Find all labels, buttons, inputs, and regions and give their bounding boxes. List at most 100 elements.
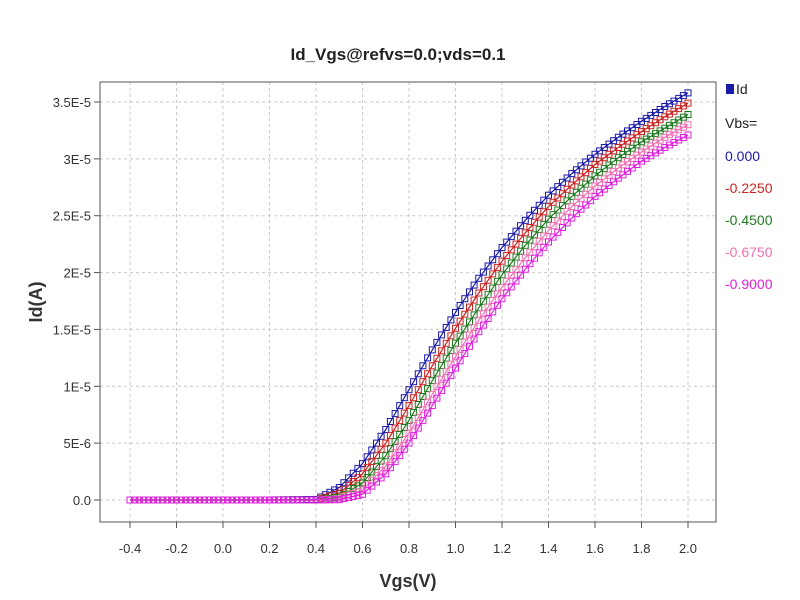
- data-point: [191, 496, 199, 504]
- data-point: [438, 387, 446, 395]
- data-point: [368, 482, 376, 490]
- data-point: [512, 227, 520, 235]
- data-point: [345, 494, 353, 501]
- x-axis-label: Vgs(V): [379, 571, 436, 591]
- data-point: [521, 229, 529, 237]
- data-point: [684, 131, 692, 139]
- data-point: [479, 321, 487, 329]
- x-tick-label: 2.0: [679, 541, 697, 556]
- data-point: [196, 496, 204, 504]
- data-point: [280, 496, 287, 504]
- data-point: [545, 191, 552, 199]
- data-point: [182, 496, 190, 504]
- data-point: [289, 496, 297, 504]
- legend-group-title: Vbs=: [725, 115, 757, 131]
- legend-entries: 0.000 -0.2250 -0.4500 -0.6750 -0.9000: [725, 148, 773, 292]
- data-point: [600, 165, 608, 173]
- data-point: [559, 212, 566, 220]
- data-point: [531, 231, 538, 239]
- data-point: [484, 315, 492, 322]
- data-point: [568, 192, 576, 200]
- data-point: [173, 496, 180, 504]
- data-point: [521, 216, 529, 224]
- data-point: [419, 417, 427, 425]
- data-point: [210, 496, 218, 504]
- data-point: [433, 369, 441, 377]
- data-point: [373, 451, 380, 459]
- data-point: [359, 490, 366, 498]
- data-point: [247, 496, 255, 504]
- y-tick-label: 3.5E-5: [53, 95, 91, 110]
- data-point: [261, 496, 269, 504]
- data-point: [400, 424, 408, 431]
- data-point: [549, 233, 557, 241]
- data-point: [507, 272, 515, 279]
- data-point: [424, 354, 432, 362]
- data-point: [405, 402, 413, 410]
- data-point: [340, 495, 348, 503]
- data-point: [447, 316, 455, 324]
- legend-entry: -0.2250: [725, 180, 773, 196]
- data-point: [126, 496, 134, 504]
- data-point: [586, 165, 594, 173]
- data-point: [428, 390, 436, 398]
- data-point: [493, 250, 501, 258]
- data-point: [535, 213, 543, 221]
- data-point: [307, 496, 315, 504]
- data-point: [363, 486, 371, 494]
- data-point: [284, 496, 292, 504]
- data-point: [517, 260, 525, 268]
- data-point: [563, 219, 571, 227]
- data-point: [526, 260, 534, 268]
- data-point: [512, 253, 520, 261]
- data-point: [521, 241, 529, 249]
- legend-marker-icon: [726, 84, 734, 94]
- y-tick-label: 2.5E-5: [53, 209, 91, 224]
- data-point: [600, 185, 608, 193]
- data-point: [540, 243, 548, 251]
- data-point: [293, 496, 301, 504]
- data-point: [526, 248, 534, 256]
- data-point: [433, 383, 441, 391]
- y-tick-label: 2E-5: [64, 266, 91, 281]
- legend-marker-label: Id: [736, 81, 748, 97]
- y-tick-label: 5E-6: [64, 436, 91, 451]
- data-point: [493, 277, 501, 285]
- data-point: [456, 357, 464, 365]
- x-tick-label: 1.8: [632, 541, 650, 556]
- data-point: [405, 416, 413, 424]
- data-point: [424, 398, 432, 406]
- data-point: [433, 354, 441, 362]
- data-point: [354, 491, 362, 499]
- data-point: [498, 257, 506, 265]
- data-point: [363, 464, 371, 472]
- data-point: [479, 297, 487, 305]
- legend-entry: 0.000: [725, 148, 760, 164]
- data-point: [563, 197, 571, 205]
- data-point: [419, 362, 427, 370]
- data-point: [419, 393, 427, 400]
- data-point: [559, 202, 566, 209]
- data-point: [442, 323, 450, 331]
- chart-title: Id_Vgs@refvs=0.0;vds=0.1: [290, 45, 505, 64]
- data-point: [591, 182, 599, 190]
- x-tick-label: 0.4: [307, 541, 325, 556]
- data-point: [526, 236, 534, 244]
- data-point: [359, 470, 366, 478]
- data-point: [414, 424, 422, 432]
- data-point: [456, 332, 464, 340]
- data-point: [503, 265, 511, 273]
- y-axis-ticks: 0.0 5E-6 1E-5 1.5E-5 2E-5 2.5E-5 3E-5 3.5E-5: [53, 95, 100, 508]
- data-point: [396, 451, 404, 459]
- data-point: [479, 268, 487, 276]
- data-point: [531, 243, 538, 251]
- x-tick-label: 0.0: [214, 541, 232, 556]
- data-point: [438, 331, 446, 339]
- data-point: [526, 211, 534, 219]
- data-point: [368, 446, 376, 454]
- data-point: [610, 168, 618, 176]
- data-point: [503, 238, 511, 246]
- data-point: [684, 111, 692, 118]
- data-point: [359, 479, 366, 487]
- data-point: [405, 439, 413, 447]
